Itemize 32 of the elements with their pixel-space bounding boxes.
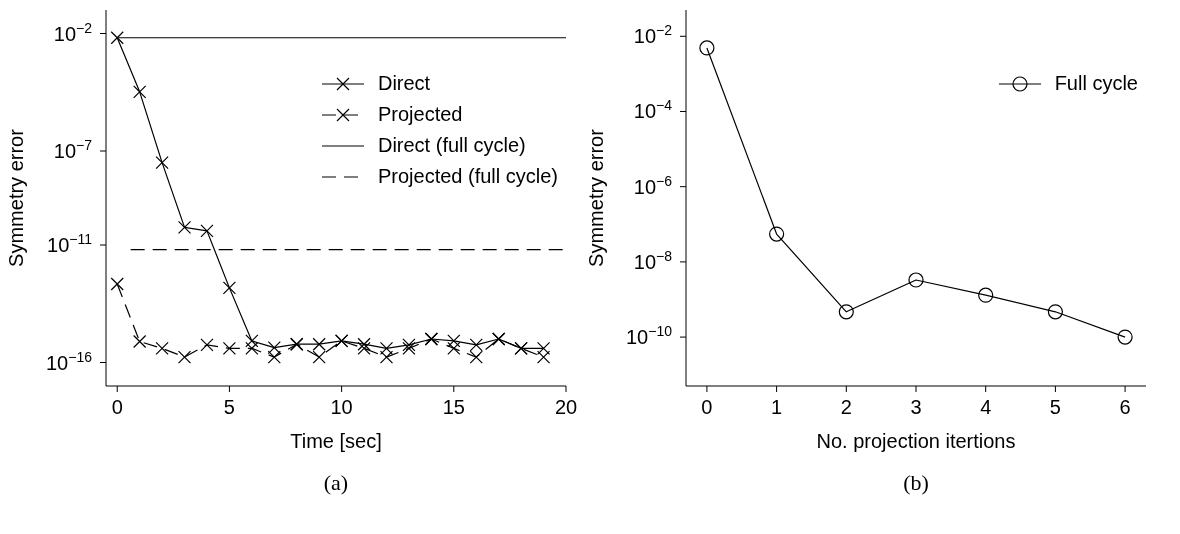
x-tick-label: 5 xyxy=(223,396,235,418)
x-tick-label: 5 xyxy=(1049,396,1061,418)
y-tick-label: 10$^{−8}$ xyxy=(633,247,673,273)
y-tick-label: 10$^{−7}$ xyxy=(53,137,93,162)
y-axis-title: Symmetry error xyxy=(5,128,28,267)
x-tick-label: 0 xyxy=(701,396,713,418)
x-axis-title: Time [sec] xyxy=(290,430,382,452)
x-tick-label: 20 xyxy=(554,396,578,418)
y-tick-label: 10$^{−2}$ xyxy=(53,19,93,45)
y-tick-label: 10$^{−10}$ xyxy=(626,323,673,349)
x-tick-label: 10 xyxy=(330,396,353,418)
x-axis-title: No. projection itertions xyxy=(816,430,1016,452)
x-tick-label: 15 xyxy=(442,396,465,418)
y-tick-label: 10$^{−4}$ xyxy=(633,97,673,123)
y-axis-title: Symmetry error xyxy=(585,128,608,267)
y-tick-label: 10$^{−6}$ xyxy=(633,172,673,198)
legend-label: Projected (full cycle) xyxy=(377,165,558,188)
y-tick-label: 10$^{−2}$ xyxy=(633,22,673,48)
x-tick-label: 6 xyxy=(1119,396,1131,418)
x-tick-label: 3 xyxy=(910,396,922,418)
text: (b) xyxy=(902,470,930,496)
x-tick-label: 0 xyxy=(111,396,123,418)
x-tick-label: 4 xyxy=(980,396,992,418)
x-tick-label: 2 xyxy=(840,396,852,418)
text: (a) xyxy=(322,470,350,496)
x-tick-label: 1 xyxy=(771,396,783,418)
legend-label: Direct xyxy=(377,72,431,95)
legend-label: Direct (full cycle) xyxy=(377,134,526,157)
y-tick-label: 10$^{−16}$ xyxy=(46,348,93,374)
legend-label: Full cycle xyxy=(1054,72,1138,95)
y-tick-label: 10$^{−11}$ xyxy=(47,231,93,256)
legend-label: Projected xyxy=(377,103,463,126)
